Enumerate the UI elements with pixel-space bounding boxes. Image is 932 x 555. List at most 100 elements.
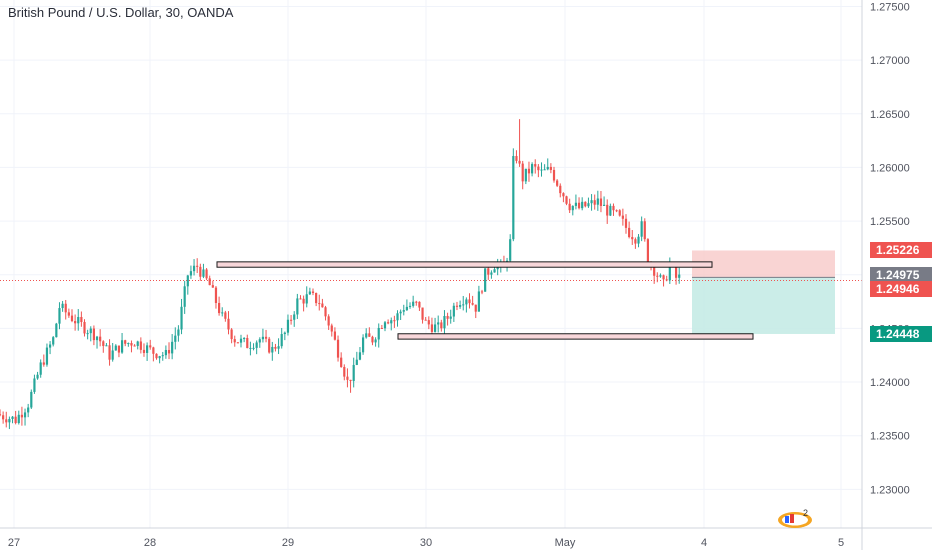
candle-body (261, 336, 265, 340)
y-tick-label: 1.24000 (870, 377, 910, 389)
candle-body (11, 416, 14, 419)
candle-body (333, 331, 337, 340)
candle-body (286, 319, 290, 333)
candle-body (55, 323, 58, 338)
candle-body (70, 315, 74, 322)
candle-body (606, 204, 609, 216)
candle-body (408, 305, 412, 307)
candle-body (640, 221, 643, 237)
candle-body (612, 205, 615, 211)
candle-body (52, 337, 55, 345)
candle-body (186, 275, 189, 287)
candle-body (117, 345, 121, 353)
support-rectangle[interactable] (397, 333, 754, 340)
drawn-rectangles[interactable] (216, 261, 754, 340)
candle-body (340, 357, 343, 367)
candle-body (665, 279, 668, 281)
candle-body (581, 201, 584, 209)
candle-body (324, 307, 327, 317)
candle-body (161, 355, 164, 357)
candle-body (189, 271, 193, 276)
candle-body (246, 337, 249, 349)
candle-body (36, 374, 39, 379)
candle-body (474, 304, 477, 312)
candle-body (596, 198, 599, 205)
candle-body (199, 266, 202, 277)
resistance-rectangle[interactable] (216, 261, 713, 268)
candle-body (39, 362, 42, 375)
candle-body (387, 322, 390, 324)
x-tick-label: 5 (838, 537, 844, 549)
candle-body (139, 341, 142, 350)
candle-body (577, 202, 581, 209)
candle-body (430, 324, 434, 332)
candle-body (449, 316, 452, 319)
candle-body (258, 339, 261, 343)
candle-body (14, 416, 17, 424)
candle-body (89, 328, 92, 334)
candle-body (521, 163, 524, 182)
candle-body (349, 379, 352, 381)
candle-body (252, 347, 255, 349)
candle-body (355, 359, 358, 365)
candle-body (149, 345, 152, 348)
candle-body (315, 292, 318, 304)
candle-body (95, 336, 99, 341)
candle-body (484, 268, 487, 292)
candle-body (255, 342, 258, 348)
candle-body (562, 193, 565, 197)
candle-body (80, 316, 83, 322)
candle-body (618, 210, 621, 216)
candle-body (302, 298, 305, 304)
x-tick-label: 30 (420, 537, 432, 549)
svg-text:2: 2 (803, 508, 808, 518)
candle-body (424, 319, 427, 321)
candle-body (183, 286, 186, 307)
candle-body (615, 210, 618, 212)
candle-body (534, 164, 537, 167)
candle-body (543, 169, 546, 171)
candle-body (64, 303, 67, 313)
candle-body (318, 303, 321, 305)
candle-body (405, 306, 408, 311)
candle-body (559, 185, 562, 194)
candle-body (368, 333, 371, 337)
candle-body (433, 324, 437, 332)
candle-body (146, 345, 149, 353)
chart-title: British Pound / U.S. Dollar, 30, OANDA (8, 5, 234, 20)
candle-body (67, 312, 70, 316)
candle-body (289, 319, 293, 321)
y-tick-label: 1.27500 (870, 1, 910, 13)
candle-body (346, 376, 349, 380)
candle-body (277, 346, 280, 349)
candle-body (443, 316, 446, 329)
candle-body (227, 318, 230, 330)
candle-body (211, 285, 214, 288)
candle-body (527, 168, 531, 174)
candle-body (396, 313, 399, 321)
tradingview-watermark-icon[interactable]: 2 (776, 507, 814, 529)
candles (0, 119, 681, 430)
candle-body (33, 378, 36, 392)
candle-body (468, 299, 471, 304)
candle-body (465, 299, 468, 305)
candle-body (365, 333, 368, 338)
candle-body (271, 346, 274, 353)
stop-loss-zone (692, 250, 835, 278)
candle-body (599, 198, 603, 206)
candle-body (23, 412, 27, 418)
candle-body (293, 314, 296, 320)
candle-body (243, 337, 246, 339)
y-tick-label: 1.26500 (870, 109, 910, 121)
y-tick-label: 1.27000 (870, 55, 910, 67)
candle-body (83, 321, 86, 334)
candle-body (380, 327, 383, 329)
candle-body (221, 312, 224, 314)
y-tick-label: 1.25500 (870, 216, 910, 228)
candle-body (427, 320, 430, 325)
target-price-badge: 1.24448 (870, 325, 932, 342)
candle-body (674, 265, 678, 278)
candle-body (549, 166, 552, 170)
